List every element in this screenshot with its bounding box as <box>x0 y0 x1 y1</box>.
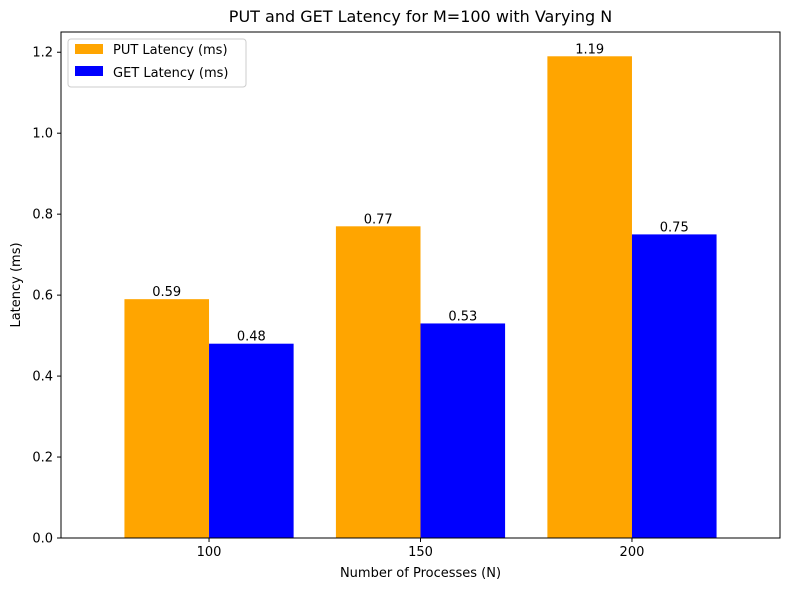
bar-value-label-put-150: 0.77 <box>364 212 393 227</box>
y-axis-ticks: 0.0 0.2 0.4 0.6 0.8 1.0 1.2 <box>32 46 61 547</box>
y-tick-label: 1.0 <box>32 127 53 142</box>
legend: PUT Latency (ms) GET Latency (ms) <box>67 38 247 88</box>
bar-get-100 <box>209 343 294 538</box>
bar-get-200 <box>631 234 717 538</box>
legend-label-get: GET Latency (ms) <box>113 66 228 81</box>
bar-value-label-get-100: 0.48 <box>237 330 266 345</box>
bar-put-100 <box>124 299 210 538</box>
legend-label-put: PUT Latency (ms) <box>113 43 228 58</box>
y-tick-label: 0.8 <box>32 208 53 223</box>
bars <box>124 56 717 539</box>
y-tick-label: 0.2 <box>32 451 53 466</box>
y-tick-label: 0.4 <box>32 370 53 385</box>
y-tick-label: 0.0 <box>32 532 53 547</box>
bar-value-label-get-200: 0.75 <box>660 220 689 235</box>
legend-frame <box>67 38 247 88</box>
bar-value-label-put-100: 0.59 <box>152 285 181 300</box>
bar-value-labels: 0.59 0.77 1.19 0.48 0.53 0.75 <box>152 42 688 344</box>
x-axis-label: Number of Processes (N) <box>340 566 501 581</box>
y-axis-label: Latency (ms) <box>9 242 24 327</box>
y-tick-label: 1.2 <box>32 46 53 61</box>
bar-value-label-put-200: 1.19 <box>575 42 604 57</box>
bar-value-label-get-150: 0.53 <box>448 309 477 324</box>
legend-swatch-get <box>75 66 103 76</box>
bar-put-150 <box>335 226 421 538</box>
x-tick-label: 200 <box>620 545 645 560</box>
bar-get-150 <box>420 323 506 538</box>
y-tick-label: 0.6 <box>32 289 53 304</box>
x-tick-label: 150 <box>408 545 433 560</box>
legend-swatch-put <box>75 44 103 54</box>
bar-put-200 <box>547 56 632 539</box>
x-axis-ticks: 100 150 200 <box>197 538 645 560</box>
chart-title: PUT and GET Latency for M=100 with Varyi… <box>229 7 612 26</box>
x-tick-label: 100 <box>197 545 222 560</box>
